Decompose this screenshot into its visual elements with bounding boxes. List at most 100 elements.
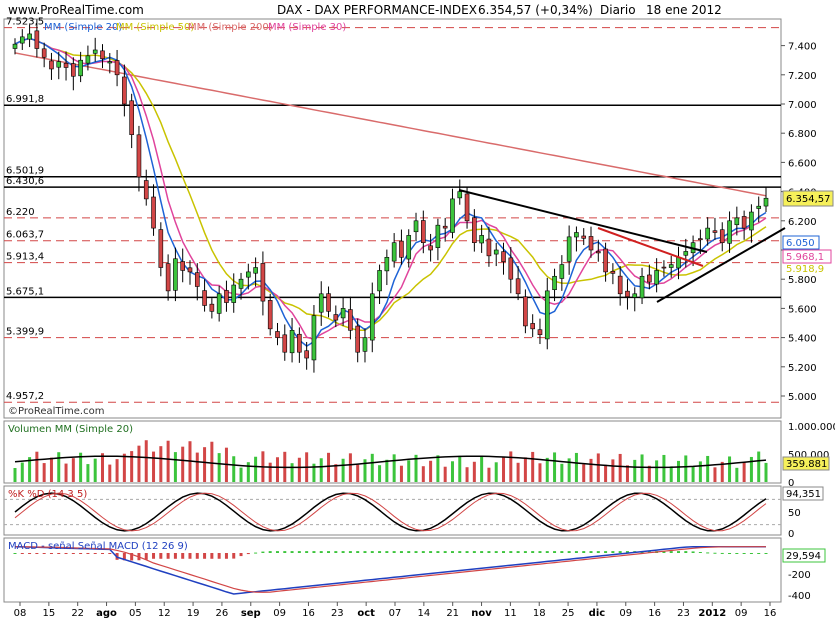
macd-histogram-bar <box>348 551 352 553</box>
candle-body <box>668 264 674 268</box>
level-label: 7.523,5 <box>6 17 44 28</box>
volume-bar <box>297 457 301 482</box>
macd-histogram-bar <box>173 553 177 559</box>
candle-body <box>421 220 426 243</box>
x-tick-label: 18 <box>533 608 546 619</box>
svg-text:29,594: 29,594 <box>786 551 821 562</box>
volume-bar <box>144 440 148 482</box>
volume-bar <box>706 455 710 482</box>
candle-body <box>537 329 543 335</box>
volume-bar <box>49 457 53 482</box>
volume-bar <box>356 464 360 482</box>
candle-body <box>297 333 302 353</box>
macd-histogram-bar <box>319 551 323 553</box>
macd-histogram-bar <box>35 553 39 554</box>
macd-histogram-bar <box>122 553 126 561</box>
candle-body <box>530 323 535 330</box>
volume-bar <box>487 467 491 482</box>
macd-histogram-bar <box>764 553 768 554</box>
volume-bar <box>662 454 666 482</box>
candle-body <box>399 240 404 258</box>
macd-histogram-bar <box>188 553 192 559</box>
candle-body <box>369 293 375 341</box>
volume-bar <box>669 466 673 482</box>
volume-bar <box>181 446 185 482</box>
volume-bar <box>567 458 571 482</box>
stochastic-panel[interactable] <box>3 485 782 536</box>
date-label: 18 ene 2012 <box>646 3 722 17</box>
macd-histogram-bar <box>582 551 586 553</box>
x-tick-label: 05 <box>129 608 142 619</box>
candle-body <box>617 275 623 295</box>
candle-body <box>85 55 91 64</box>
candle-body <box>442 225 448 229</box>
macd-histogram-bar <box>560 551 564 553</box>
candle-body <box>581 235 587 239</box>
candle-body <box>610 271 616 274</box>
candle-body <box>523 296 528 327</box>
x-tick-label: 19 <box>187 608 200 619</box>
resistance-line <box>597 227 704 267</box>
stochastic-tick-label: 50 <box>788 508 801 519</box>
candle-body <box>763 197 769 207</box>
macd-histogram-bar <box>691 551 695 553</box>
candle-body <box>362 337 368 352</box>
candle-body <box>275 331 280 338</box>
macd-histogram-bar <box>144 553 148 560</box>
macd-histogram-bar <box>443 551 447 553</box>
candle-body <box>340 308 346 319</box>
x-tick-label: 11 <box>504 608 517 619</box>
candle-body <box>574 232 579 238</box>
macd-histogram-bar <box>749 553 753 554</box>
x-tick-label: 2012 <box>698 608 726 619</box>
macd-histogram-bar <box>625 551 629 553</box>
macd-histogram-bar <box>378 551 382 553</box>
volume-bar <box>698 461 702 482</box>
candle-body <box>348 309 353 331</box>
macd-panel[interactable] <box>3 537 782 603</box>
macd-histogram-bar <box>684 551 688 553</box>
volume-bar <box>334 464 338 482</box>
macd-histogram-bar <box>28 553 32 554</box>
y-tick-label: 7.000 <box>788 100 817 111</box>
volume-bar <box>341 458 345 482</box>
volume-bar <box>749 456 753 482</box>
candle-body <box>238 278 244 289</box>
macd-histogram-bar <box>589 551 593 553</box>
candle-body <box>588 236 594 251</box>
volume-bar <box>275 457 279 482</box>
x-tick-label: 21 <box>446 608 459 619</box>
volume-bar <box>399 465 403 482</box>
y-tick-label: 5.800 <box>788 275 817 286</box>
macd-histogram-bar <box>275 551 279 553</box>
candle-body <box>224 290 229 303</box>
volume-bar <box>647 465 651 482</box>
price-panel[interactable] <box>3 18 782 419</box>
candle-body <box>246 271 251 278</box>
volume-bar <box>414 454 418 482</box>
ma50-line <box>14 37 767 331</box>
volume-value-box: 359.881 <box>782 456 830 471</box>
volume-bar <box>28 457 32 482</box>
candle-body <box>741 216 747 229</box>
volume-bar <box>553 452 557 482</box>
candle-body <box>253 267 258 274</box>
volume-bar <box>327 452 331 482</box>
volume-ma-line <box>14 455 767 469</box>
volume-bar <box>611 459 615 482</box>
chart-header: www.ProRealTime.com DAX - DAX PERFORMANC… <box>8 3 722 17</box>
macd-histogram-bar <box>283 551 287 553</box>
volume-panel[interactable] <box>3 420 782 484</box>
volume-bar <box>684 455 688 482</box>
level-label: 6.220 <box>6 207 35 218</box>
volume-bar <box>312 463 316 482</box>
volume-bar <box>574 452 578 482</box>
macd-histogram-bar <box>538 551 542 553</box>
volume-bar <box>560 463 564 482</box>
macd-histogram-bar <box>392 551 396 553</box>
macd-histogram-bar <box>421 551 425 553</box>
x-tick-label: 15 <box>42 608 55 619</box>
x-tick-label: 22 <box>71 608 84 619</box>
macd-histogram-bar <box>57 553 61 554</box>
